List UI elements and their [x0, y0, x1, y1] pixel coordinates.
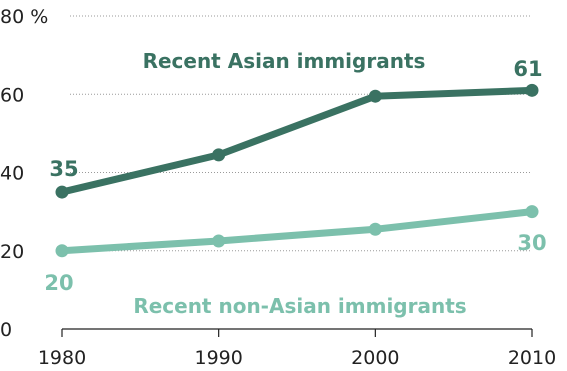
annotations: Recent Asian immigrants Recent non-Asian… — [44, 49, 546, 318]
data-point-recent-non-asian-immigrants — [368, 222, 382, 236]
series-label-recent-asian-immigrants: Recent Asian immigrants — [143, 49, 426, 73]
y-tick-label: 60 — [0, 84, 24, 106]
data-point-recent-non-asian-immigrants — [212, 234, 226, 248]
y-tick-label: 40 — [0, 163, 24, 185]
y-axis-tick-labels: 0 20 40 60 80 % — [0, 6, 48, 341]
data-point-recent-non-asian-immigrants — [525, 205, 539, 219]
data-point-recent-asian-immigrants — [525, 83, 539, 97]
y-tick-label: 80 % — [0, 6, 48, 28]
x-tick-label: 2010 — [508, 347, 556, 369]
series-line-recent-non-asian-immigrants — [58, 208, 536, 255]
data-label: 61 — [513, 57, 542, 81]
x-tick-label: 1990 — [194, 347, 242, 369]
data-label: 20 — [44, 271, 73, 295]
series-lines — [55, 83, 539, 258]
x-axis — [61, 328, 533, 337]
x-tick-label: 2000 — [351, 347, 399, 369]
series-line-recent-asian-immigrants — [58, 86, 536, 196]
y-tick-label: 20 — [0, 241, 24, 263]
x-tick-label: 1980 — [38, 347, 86, 369]
data-label: 35 — [49, 157, 78, 181]
data-point-recent-asian-immigrants — [368, 89, 382, 103]
data-point-recent-asian-immigrants — [55, 185, 69, 199]
data-label: 30 — [517, 231, 546, 255]
x-axis-tick-labels: 1980 1990 2000 2010 — [38, 347, 556, 369]
y-tick-label: 0 — [0, 319, 12, 341]
data-point-recent-asian-immigrants — [212, 148, 226, 162]
data-point-recent-non-asian-immigrants — [55, 244, 69, 258]
series-label-recent-non-asian-immigrants: Recent non-Asian immigrants — [133, 294, 466, 318]
